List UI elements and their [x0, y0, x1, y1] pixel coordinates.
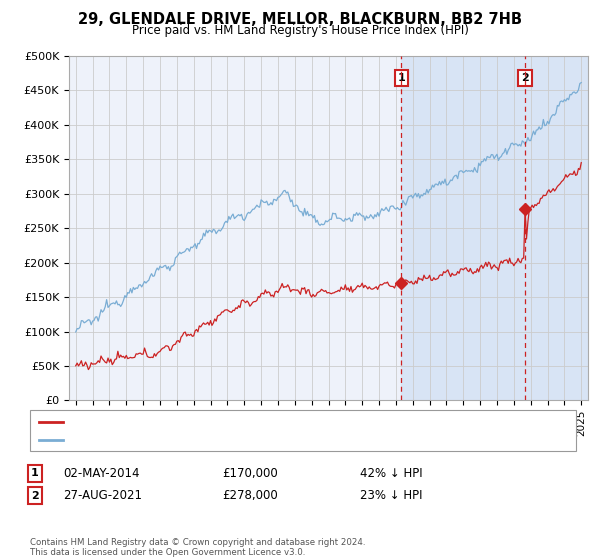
Text: £170,000: £170,000: [222, 466, 278, 480]
Text: 23% ↓ HPI: 23% ↓ HPI: [360, 489, 422, 502]
Text: 1: 1: [398, 73, 406, 83]
Text: HPI: Average price, detached house, Ribble Valley: HPI: Average price, detached house, Ribb…: [69, 435, 342, 445]
Text: Price paid vs. HM Land Registry's House Price Index (HPI): Price paid vs. HM Land Registry's House …: [131, 24, 469, 36]
Text: Contains HM Land Registry data © Crown copyright and database right 2024.
This d: Contains HM Land Registry data © Crown c…: [30, 538, 365, 557]
Text: 2: 2: [521, 73, 529, 83]
Text: £278,000: £278,000: [222, 489, 278, 502]
Text: 42% ↓ HPI: 42% ↓ HPI: [360, 466, 422, 480]
Text: 1: 1: [31, 468, 38, 478]
Text: 29, GLENDALE DRIVE, MELLOR, BLACKBURN, BB2 7HB: 29, GLENDALE DRIVE, MELLOR, BLACKBURN, B…: [78, 12, 522, 27]
Text: 2: 2: [31, 491, 38, 501]
Text: 29, GLENDALE DRIVE, MELLOR, BLACKBURN, BB2 7HB (detached house): 29, GLENDALE DRIVE, MELLOR, BLACKBURN, B…: [69, 417, 466, 427]
Bar: [401, 56, 600, 400]
Text: 27-AUG-2021: 27-AUG-2021: [63, 489, 142, 502]
Text: 02-MAY-2014: 02-MAY-2014: [63, 466, 139, 480]
